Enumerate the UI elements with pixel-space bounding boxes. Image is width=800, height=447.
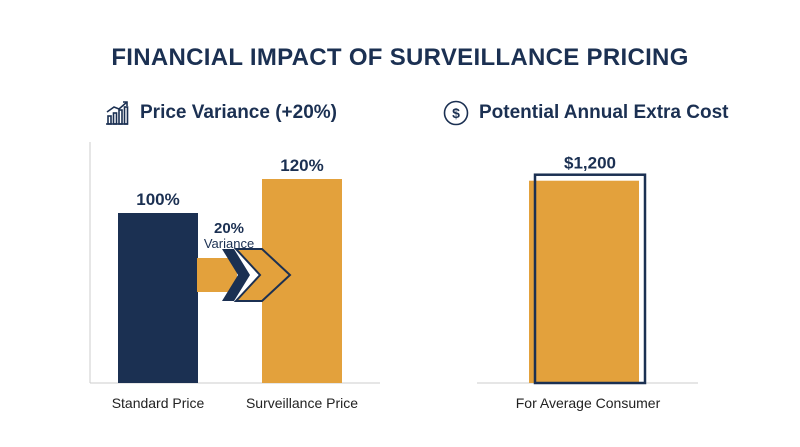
chart-title: FINANCIAL IMPACT OF SURVEILLANCE PRICING [111, 44, 689, 71]
bar-annual-highlight-frame [533, 173, 647, 385]
category-label-annual: For Average Consumer [516, 395, 661, 411]
variance-arrow [197, 248, 292, 302]
category-label-surveillance: Surveillance Price [246, 395, 358, 411]
dollar-circle-icon: $ [443, 100, 469, 126]
bar-standard-price [118, 213, 198, 383]
annual-cost-heading: $ Potential Annual Extra Cost [443, 100, 729, 126]
variance-value: 20% [214, 220, 244, 237]
data-label-surveillance: 120% [280, 156, 323, 175]
category-label-standard: Standard Price [112, 395, 205, 411]
svg-text:$: $ [452, 105, 460, 121]
price-variance-heading: Price Variance (+20%) [104, 100, 337, 126]
bar-chart-trend-icon [106, 101, 129, 125]
data-label-annual: $1,200 [564, 154, 616, 173]
price-variance-heading-text: Price Variance (+20%) [140, 102, 337, 123]
bar-annual-extra-cost [529, 180, 639, 383]
data-label-standard: 100% [136, 190, 179, 209]
annual-cost-heading-text: Potential Annual Extra Cost [479, 102, 729, 123]
variance-label: Variance [204, 236, 254, 251]
